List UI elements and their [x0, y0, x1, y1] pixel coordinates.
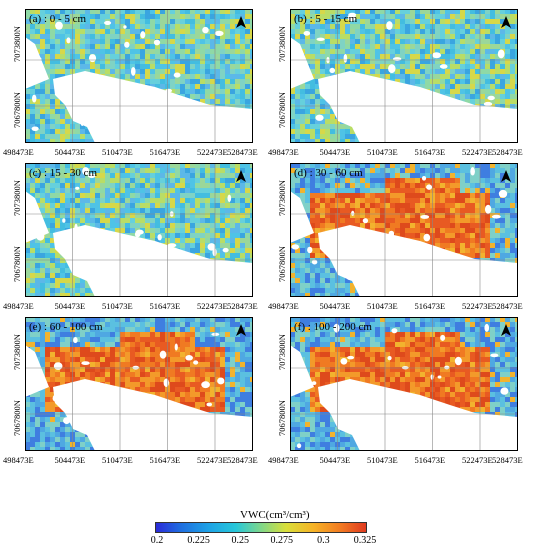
- x-tick-label: 498473E: [268, 455, 299, 465]
- x-tick-label: 504473E: [319, 455, 351, 465]
- vwc-raster: [290, 163, 518, 297]
- x-tick-label: 516473E: [149, 455, 181, 465]
- map-panel-4: [290, 163, 518, 297]
- panel-label: (e) : 60 - 100 cm: [29, 321, 103, 333]
- legend-title: VWC(cm³/cm³): [240, 509, 310, 521]
- north-arrow-icon: [501, 324, 511, 336]
- x-tick-label: 504473E: [319, 147, 351, 157]
- x-tick-label: 516473E: [414, 455, 446, 465]
- y-tick-label: 7073800N: [12, 334, 22, 370]
- x-tick-label: 528473E: [492, 147, 523, 157]
- x-tick-label: 510473E: [367, 455, 398, 465]
- map-panel-6: [290, 317, 518, 451]
- x-tick-label: 522473E: [462, 301, 493, 311]
- colorbar-tick-label: 0.225: [187, 535, 210, 546]
- y-tick-label: 7073800N: [277, 26, 287, 62]
- colorbar-tick-label: 0.275: [270, 535, 294, 546]
- x-tick-label: 498473E: [3, 301, 34, 311]
- vwc-raster: [290, 317, 518, 451]
- x-tick-label: 522473E: [197, 147, 228, 157]
- vwc-raster: [25, 9, 253, 143]
- x-tick-label: 504473E: [54, 455, 86, 465]
- x-tick-label: 528473E: [227, 301, 258, 311]
- panel-label: (a) : 0 - 5 cm: [29, 13, 87, 25]
- x-tick-label: 528473E: [492, 455, 523, 465]
- map-panel-5: [25, 317, 253, 451]
- vwc-raster: [25, 163, 253, 297]
- colorbar-tick-label: 0.325: [353, 535, 377, 546]
- y-tick-label: 7067800N: [277, 246, 287, 282]
- x-tick-label: 504473E: [319, 301, 351, 311]
- x-tick-label: 510473E: [102, 301, 133, 311]
- colorbar-tick-label: 0.25: [231, 535, 249, 546]
- x-tick-label: 498473E: [3, 147, 34, 157]
- north-arrow-icon: [236, 170, 246, 182]
- y-tick-label: 7067800N: [12, 246, 22, 282]
- vwc-raster: [25, 317, 253, 451]
- x-tick-label: 516473E: [414, 301, 446, 311]
- y-tick-label: 7067800N: [277, 400, 287, 436]
- x-tick-label: 510473E: [102, 147, 133, 157]
- north-arrow-icon: [236, 324, 246, 336]
- x-tick-label: 498473E: [3, 455, 34, 465]
- x-tick-label: 516473E: [414, 147, 446, 157]
- x-tick-label: 510473E: [102, 455, 133, 465]
- panel-label: (c) : 15 - 30 cm: [29, 167, 98, 179]
- x-tick-label: 522473E: [462, 455, 493, 465]
- y-tick-label: 7067800N: [277, 92, 287, 128]
- x-tick-label: 528473E: [227, 455, 258, 465]
- x-tick-label: 522473E: [197, 455, 228, 465]
- x-tick-label: 516473E: [149, 301, 181, 311]
- north-arrow-icon: [501, 170, 511, 182]
- y-tick-label: 7073800N: [277, 180, 287, 216]
- north-arrow-icon: [501, 16, 511, 28]
- map-panel-1: [25, 9, 253, 143]
- colorbar-tick-label: 0.2: [150, 535, 164, 546]
- x-tick-label: 522473E: [197, 301, 228, 311]
- map-panel-2: [290, 9, 518, 143]
- x-tick-label: 516473E: [149, 147, 181, 157]
- y-tick-label: 7073800N: [277, 334, 287, 370]
- x-tick-label: 522473E: [462, 147, 493, 157]
- x-tick-label: 528473E: [227, 147, 258, 157]
- colorbar-tick-label: 0.3: [317, 535, 330, 546]
- x-tick-label: 504473E: [54, 147, 86, 157]
- map-panel-3: [25, 163, 253, 297]
- y-tick-label: 7067800N: [12, 92, 22, 128]
- panel-label: (b) : 5 - 15 cm: [294, 13, 358, 25]
- x-tick-label: 498473E: [268, 147, 299, 157]
- x-tick-label: 504473E: [54, 301, 86, 311]
- vwc-raster: [290, 9, 518, 143]
- panel-label: (d) : 30 - 60 cm: [294, 167, 363, 179]
- colorbar: [155, 522, 367, 533]
- y-tick-label: 7073800N: [12, 180, 22, 216]
- x-tick-label: 510473E: [367, 301, 398, 311]
- north-arrow-icon: [236, 16, 246, 28]
- y-tick-label: 7067800N: [12, 400, 22, 436]
- x-tick-label: 528473E: [492, 301, 523, 311]
- x-tick-label: 498473E: [268, 301, 299, 311]
- panel-label: (f) : 100 - 200 cm: [294, 321, 372, 333]
- y-tick-label: 7073800N: [12, 26, 22, 62]
- x-tick-label: 510473E: [367, 147, 398, 157]
